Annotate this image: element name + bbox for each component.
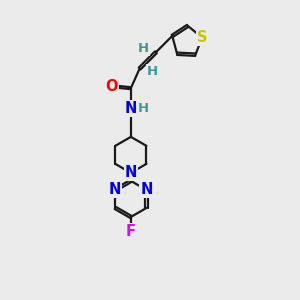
Text: N: N: [125, 165, 137, 180]
Text: N: N: [125, 101, 137, 116]
Text: O: O: [106, 79, 118, 94]
Text: H: H: [137, 102, 148, 115]
Text: H: H: [147, 65, 158, 78]
Text: N: N: [109, 182, 122, 197]
Text: S: S: [197, 30, 207, 45]
Text: F: F: [126, 224, 136, 239]
Text: N: N: [140, 182, 153, 197]
Text: H: H: [138, 42, 149, 55]
